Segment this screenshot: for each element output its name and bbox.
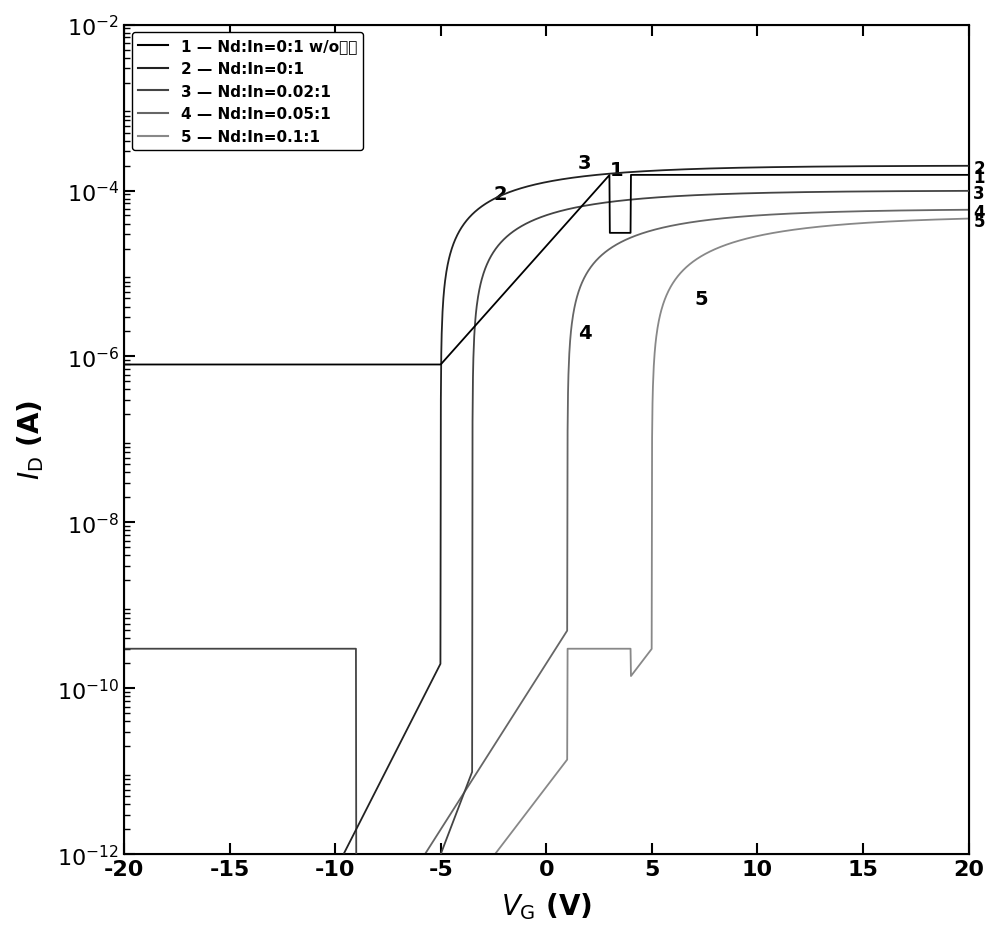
Text: 4: 4 bbox=[578, 323, 592, 343]
Text: 5: 5 bbox=[694, 290, 708, 309]
Legend: 1 — Nd:In=0:1 w/o模式, 2 — Nd:In=0:1, 3 — Nd:In=0.02:1, 4 — Nd:In=0.05:1, 5 — Nd:I: 1 — Nd:In=0:1 w/o模式, 2 — Nd:In=0:1, 3 — … bbox=[132, 33, 363, 151]
Text: 2: 2 bbox=[493, 185, 507, 204]
X-axis label: $V_\mathrm{G}$ (V): $V_\mathrm{G}$ (V) bbox=[501, 890, 592, 921]
Y-axis label: $I_\mathrm{D}$ (A): $I_\mathrm{D}$ (A) bbox=[15, 400, 46, 480]
Text: 3: 3 bbox=[578, 154, 591, 172]
Text: 1: 1 bbox=[610, 161, 623, 180]
